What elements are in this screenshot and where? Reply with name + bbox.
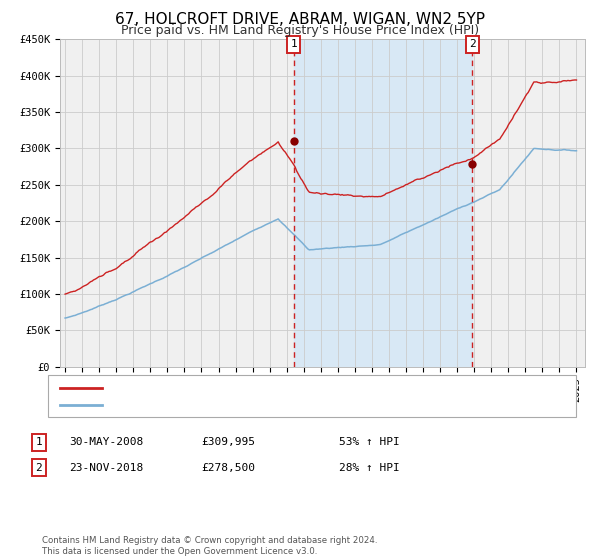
Text: 53% ↑ HPI: 53% ↑ HPI <box>339 437 400 447</box>
Text: HPI: Average price, detached house, Wigan: HPI: Average price, detached house, Wiga… <box>111 400 388 410</box>
Bar <box>293 39 472 367</box>
Text: 67, HOLCROFT DRIVE, ABRAM, WIGAN, WN2 5YP (detached house): 67, HOLCROFT DRIVE, ABRAM, WIGAN, WN2 5Y… <box>111 383 503 393</box>
Text: 23-NOV-2018: 23-NOV-2018 <box>69 463 143 473</box>
Text: 67, HOLCROFT DRIVE, ABRAM, WIGAN, WN2 5YP: 67, HOLCROFT DRIVE, ABRAM, WIGAN, WN2 5Y… <box>115 12 485 27</box>
Text: 1: 1 <box>35 437 43 447</box>
Text: £278,500: £278,500 <box>201 463 255 473</box>
Text: 28% ↑ HPI: 28% ↑ HPI <box>339 463 400 473</box>
Text: 2: 2 <box>469 39 476 49</box>
Text: Price paid vs. HM Land Registry's House Price Index (HPI): Price paid vs. HM Land Registry's House … <box>121 24 479 37</box>
Text: Contains HM Land Registry data © Crown copyright and database right 2024.
This d: Contains HM Land Registry data © Crown c… <box>42 536 377 556</box>
Text: 2: 2 <box>35 463 43 473</box>
Text: 1: 1 <box>290 39 297 49</box>
Text: £309,995: £309,995 <box>201 437 255 447</box>
Text: 30-MAY-2008: 30-MAY-2008 <box>69 437 143 447</box>
